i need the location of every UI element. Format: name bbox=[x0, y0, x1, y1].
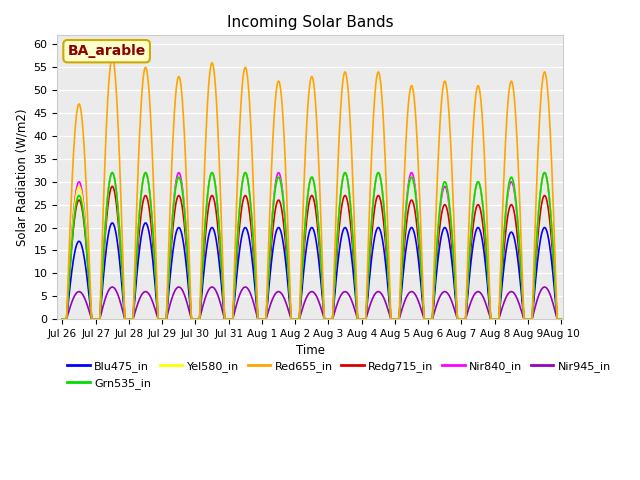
X-axis label: Time: Time bbox=[296, 344, 324, 357]
Legend: Blu475_in, Grn535_in, Yel580_in, Red655_in, Redg715_in, Nir840_in, Nir945_in: Blu475_in, Grn535_in, Yel580_in, Red655_… bbox=[63, 357, 616, 393]
Text: BA_arable: BA_arable bbox=[67, 44, 146, 58]
Title: Incoming Solar Bands: Incoming Solar Bands bbox=[227, 15, 394, 30]
Y-axis label: Solar Radiation (W/m2): Solar Radiation (W/m2) bbox=[15, 108, 28, 246]
